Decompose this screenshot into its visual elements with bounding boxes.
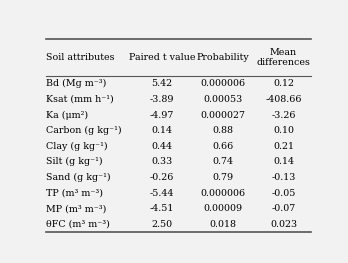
Text: 0.12: 0.12 [273,79,294,88]
Text: Paired t value: Paired t value [129,53,196,62]
Text: 0.018: 0.018 [209,220,236,229]
Text: 0.66: 0.66 [212,142,234,151]
Text: θFC (m³ m⁻³): θFC (m³ m⁻³) [46,220,110,229]
Text: 2.50: 2.50 [152,220,173,229]
Text: 0.000006: 0.000006 [200,79,245,88]
Text: -0.07: -0.07 [271,204,296,213]
Text: -3.26: -3.26 [271,111,296,120]
Text: Clay (g kg⁻¹): Clay (g kg⁻¹) [46,142,108,151]
Text: Ksat (mm h⁻¹): Ksat (mm h⁻¹) [46,95,114,104]
Text: 0.44: 0.44 [152,142,173,151]
Text: -0.13: -0.13 [271,173,296,182]
Text: 0.79: 0.79 [212,173,234,182]
Text: Probability: Probability [197,53,249,62]
Text: Mean
differences: Mean differences [256,48,310,67]
Text: 0.000027: 0.000027 [200,111,245,120]
Text: 0.000006: 0.000006 [200,189,245,198]
Text: 0.10: 0.10 [273,126,294,135]
Text: 0.00053: 0.00053 [203,95,243,104]
Text: Sand (g kg⁻¹): Sand (g kg⁻¹) [46,173,111,182]
Text: 0.33: 0.33 [151,157,173,166]
Text: -408.66: -408.66 [265,95,302,104]
Text: TP (m³ m⁻³): TP (m³ m⁻³) [46,189,103,198]
Text: Bd (Mg m⁻³): Bd (Mg m⁻³) [46,79,106,88]
Text: Ka (μm²): Ka (μm²) [46,110,88,120]
Text: 0.14: 0.14 [152,126,173,135]
Text: -4.97: -4.97 [150,111,174,120]
Text: 0.023: 0.023 [270,220,297,229]
Text: MP (m³ m⁻³): MP (m³ m⁻³) [46,204,106,213]
Text: 0.21: 0.21 [273,142,294,151]
Text: Soil attributes: Soil attributes [46,53,115,62]
Text: -0.05: -0.05 [271,189,296,198]
Text: 0.88: 0.88 [212,126,234,135]
Text: 5.42: 5.42 [152,79,173,88]
Text: 0.14: 0.14 [273,157,294,166]
Text: -5.44: -5.44 [150,189,174,198]
Text: -3.89: -3.89 [150,95,174,104]
Text: Carbon (g kg⁻¹): Carbon (g kg⁻¹) [46,126,122,135]
Text: 0.00009: 0.00009 [203,204,243,213]
Text: Silt (g kg⁻¹): Silt (g kg⁻¹) [46,157,103,166]
Text: 0.74: 0.74 [212,157,234,166]
Text: -0.26: -0.26 [150,173,174,182]
Text: -4.51: -4.51 [150,204,174,213]
